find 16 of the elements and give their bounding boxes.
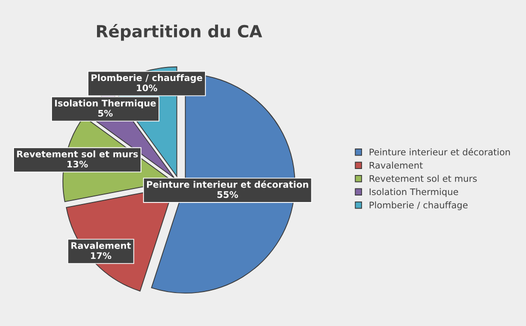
slice-label: Isolation Thermique — [55, 100, 156, 108]
legend-label: Isolation Thermique — [370, 188, 458, 197]
legend-label: Peinture interieur et décoration — [370, 148, 510, 156]
chart-title: Répartition du CA — [97, 24, 262, 41]
data-label: 10% — [136, 84, 158, 92]
slice-label: Revetement sol et murs — [17, 150, 138, 158]
data-label: 13% — [68, 160, 88, 168]
data-label: 5% — [98, 110, 113, 117]
slice-label: Ravalement — [71, 242, 131, 249]
data-label: 17% — [91, 252, 112, 260]
slice-label: Plomberie / chauffage — [92, 74, 202, 83]
data-label: 55% — [217, 191, 238, 198]
legend-label: Plomberie / chauffage — [370, 201, 468, 210]
slice-label: Peinture interieur et décoration — [147, 180, 308, 188]
legend-label: Ravalement — [370, 162, 423, 169]
legend-label: Revetement sol et murs — [370, 174, 477, 182]
